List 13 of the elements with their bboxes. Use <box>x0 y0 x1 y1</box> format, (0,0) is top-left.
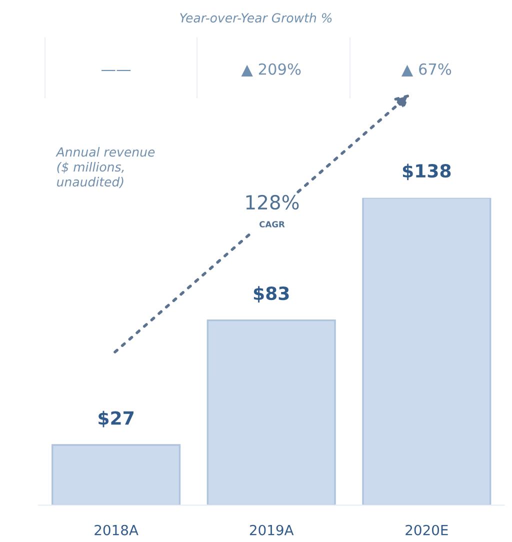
data-label: $83 <box>254 286 289 303</box>
chart-title: Year-over-Year Growth % <box>180 12 332 23</box>
text: —— <box>102 70 131 72</box>
x-tick-label: 2018A <box>94 524 138 536</box>
x-tick-label: 2020E <box>406 524 448 536</box>
data-label: $138 <box>402 164 451 180</box>
x-tick-label: 2019A <box>250 524 294 536</box>
text: ▲ 67% <box>401 63 452 77</box>
annotation: 128% <box>246 194 299 210</box>
text: ▲ 209% <box>241 63 301 77</box>
data-label: $27 <box>98 410 134 428</box>
text: Annual revenue ($ millions, unaudited) <box>56 147 155 188</box>
annotation: CAGR <box>260 221 285 228</box>
